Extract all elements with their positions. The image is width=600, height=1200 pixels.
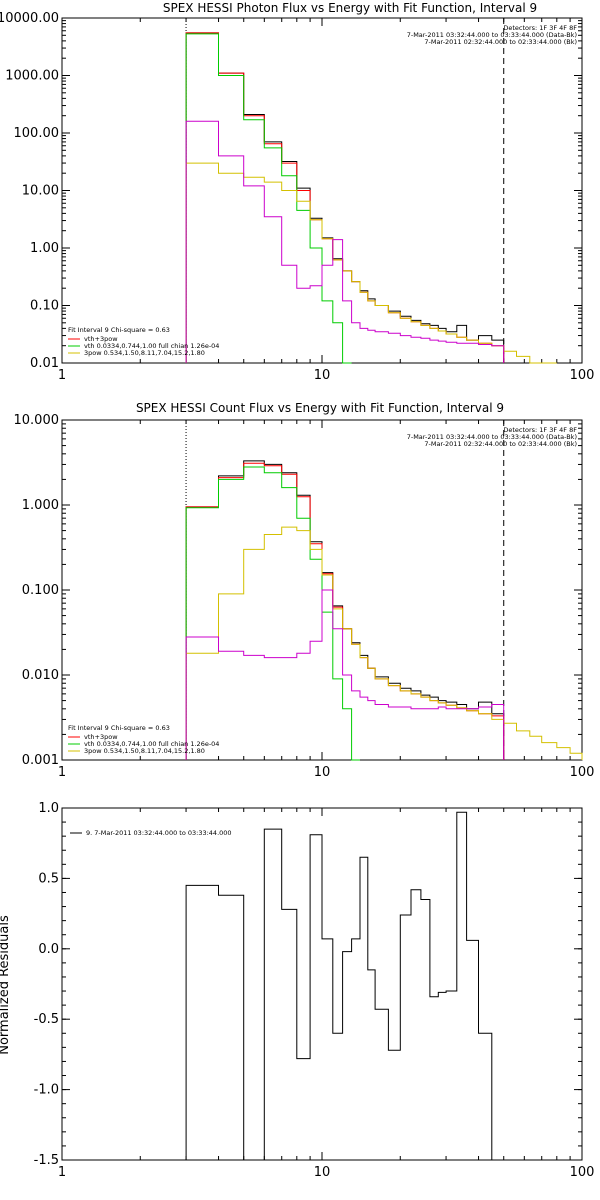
count-legend-vth-3pow: vth+3pow — [84, 733, 118, 741]
photon-series-4-line — [185, 120, 505, 363]
photon-series-3-line — [185, 162, 557, 364]
residuals-series-group — [185, 811, 504, 1161]
photon-series-2-line — [185, 33, 352, 364]
residuals-legend-interval: 9. 7-Mar-2011 03:32:44.000 to 03:33:44.0… — [86, 829, 232, 837]
photon-axis-ticks: 1 10 100 0.01 0.10 1.00 10.00 100.00 1000.00 1000… — [0, 11, 594, 383]
count-reference-lines — [185, 420, 505, 760]
count-legend-top: Detectors: 1F 3F 4F 8F 7-Mar-2011 03:32:… — [407, 426, 578, 448]
residuals-y-tick-label: 0.0 — [38, 942, 59, 957]
count-y-tick-label: 0.100 — [22, 583, 59, 598]
residuals-x-tick-label: 10 — [314, 1165, 331, 1180]
count-y-tick-label: 1.000 — [22, 498, 59, 513]
photon-y-tick-label: 1.00 — [30, 241, 59, 256]
residuals-x-tick-label: 100 — [570, 1165, 595, 1180]
count-legend-bottom: Fit Interval 9 Chi-square = 0.63 vth+3po… — [68, 724, 219, 755]
photon-legend-bk-interval: 7-Mar-2011 02:32:44.000 to 02:33:44.000 … — [424, 38, 577, 46]
photon-flux-panel: SPEX HESSI Photon Flux vs Energy with Fi… — [0, 1, 594, 383]
residuals-legend: 9. 7-Mar-2011 03:32:44.000 to 03:33:44.0… — [70, 829, 232, 837]
count-x-tick-label: 10 — [314, 765, 331, 780]
count-y-tick-label: 10.000 — [14, 413, 60, 428]
photon-legend-bottom: Fit Interval 9 Chi-square = 0.63 vth+3po… — [68, 326, 219, 357]
count-series-4-line — [185, 589, 505, 760]
count-axis-ticks: 1 10 100 0.001 0.010 0.100 1.000 10.000 — [14, 413, 595, 780]
photon-series-group — [185, 32, 557, 364]
photon-x-tick-label: 1 — [58, 368, 66, 383]
photon-legend-data-interval: 7-Mar-2011 03:32:44.000 to 03:33:44.000 … — [407, 31, 577, 39]
photon-y-tick-label: 0.10 — [30, 299, 59, 314]
photon-y-tick-label: 1000.00 — [5, 69, 59, 84]
photon-y-tick-label: 10.00 — [22, 184, 59, 199]
photon-y-tick-label: 0.01 — [30, 356, 59, 371]
residuals-y-tick-label: -1.5 — [34, 1153, 59, 1168]
residuals-y-tick-label: -1.0 — [34, 1083, 59, 1098]
count-legend-3pow-params: 3pow 0.534,1.50,8.11,7.04,15.2,1.80 — [84, 747, 205, 755]
count-y-tick-label: 0.001 — [22, 753, 59, 768]
residuals-y-axis-label: Normalized Residuals — [0, 915, 12, 1055]
photon-legend-3pow-params: 3pow 0.534,1.50,8.11,7.04,15.2,1.80 — [84, 349, 205, 357]
photon-x-tick-label: 10 — [314, 368, 331, 383]
residuals-y-tick-label: 1.0 — [38, 801, 59, 816]
photon-chart-title: SPEX HESSI Photon Flux vs Energy with Fi… — [163, 1, 537, 15]
photon-y-tick-label: 100.00 — [14, 126, 60, 141]
residuals-series-0-line — [185, 811, 504, 1161]
count-legend-data-interval: 7-Mar-2011 03:32:44.000 to 03:33:44.000 … — [407, 433, 577, 441]
count-x-tick-label: 1 — [58, 765, 66, 780]
photon-legend-detectors: Detectors: 1F 3F 4F 8F — [503, 24, 577, 32]
count-chart-title: SPEX HESSI Count Flux vs Energy with Fit… — [136, 401, 504, 415]
count-series-group — [185, 460, 583, 761]
count-series-3-line — [185, 526, 583, 760]
count-legend-bk-interval: 7-Mar-2011 02:32:44.000 to 02:33:44.000 … — [424, 440, 577, 448]
residuals-y-tick-label: -0.5 — [34, 1012, 59, 1027]
count-legend-detectors: Detectors: 1F 3F 4F 8F — [503, 426, 577, 434]
count-legend-vth-params: vth 0.0334,0.744,1.00 full chian 1.26e-0… — [84, 740, 219, 748]
count-flux-panel: SPEX HESSI Count Flux vs Energy with Fit… — [14, 401, 595, 780]
count-y-tick-label: 0.010 — [22, 668, 59, 683]
photon-legend-vth-params: vth 0.0334,0.744,1.00 full chian 1.26e-0… — [84, 342, 219, 350]
photon-y-tick-label: 10000.00 — [0, 11, 59, 26]
residuals-y-tick-label: 0.5 — [38, 871, 59, 886]
residuals-panel: Normalized Residuals 1 10 100 -1.5 -1.0 -0.5 0… — [0, 801, 594, 1180]
count-legend-fit-interval: Fit Interval 9 Chi-square = 0.63 — [68, 724, 170, 732]
photon-x-tick-label: 100 — [570, 368, 595, 383]
count-x-tick-label: 100 — [570, 765, 595, 780]
residuals-x-tick-label: 1 — [58, 1165, 66, 1180]
photon-legend-vth-3pow: vth+3pow — [84, 335, 118, 343]
count-series-2-line — [185, 466, 360, 761]
residuals-axis-ticks: 1 10 100 -1.5 -1.0 -0.5 0.0 0.5 1.0 — [34, 801, 595, 1180]
photon-legend-fit-interval: Fit Interval 9 Chi-square = 0.63 — [68, 326, 170, 334]
photon-legend-top: Detectors: 1F 3F 4F 8F 7-Mar-2011 03:32:… — [407, 24, 578, 46]
